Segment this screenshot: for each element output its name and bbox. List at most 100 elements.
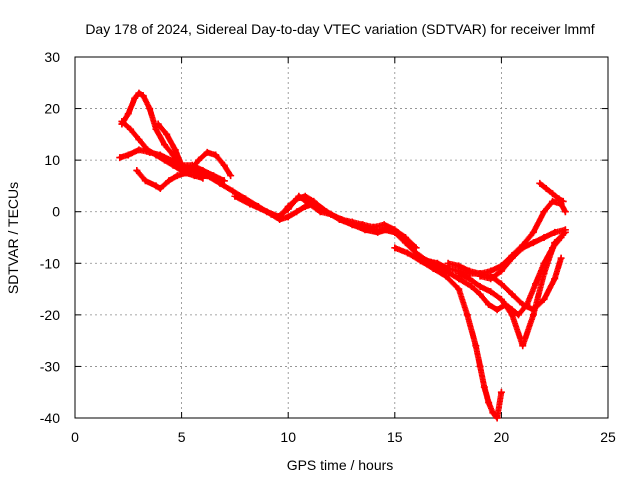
data-point bbox=[412, 249, 420, 257]
data-point bbox=[327, 210, 335, 218]
data-point bbox=[146, 148, 154, 156]
data-point bbox=[519, 342, 527, 350]
data-point bbox=[391, 244, 399, 252]
y-tick-label: -30 bbox=[40, 358, 60, 374]
data-point bbox=[359, 223, 367, 231]
y-axis: -40 -30 -20 -10 0 10 20 30 bbox=[40, 49, 608, 426]
data-point bbox=[338, 215, 345, 223]
data-point bbox=[156, 185, 164, 193]
data-point bbox=[465, 267, 473, 275]
y-tick-label: -20 bbox=[40, 307, 60, 323]
data-point bbox=[146, 105, 154, 113]
data-point bbox=[203, 148, 211, 156]
y-tick-label: 30 bbox=[44, 49, 60, 65]
data-point bbox=[463, 311, 471, 319]
data-point bbox=[229, 187, 237, 195]
data-point bbox=[316, 208, 324, 216]
series-7 bbox=[231, 192, 416, 249]
data-point bbox=[487, 267, 495, 275]
data-points bbox=[116, 89, 569, 422]
data-point bbox=[220, 161, 228, 169]
plot-frame bbox=[74, 56, 609, 419]
data-point bbox=[274, 213, 282, 221]
data-point bbox=[195, 156, 203, 164]
y-tick-label: 10 bbox=[44, 152, 60, 168]
data-point bbox=[455, 262, 463, 270]
x-tick-label: 5 bbox=[178, 429, 186, 445]
data-point bbox=[557, 254, 565, 262]
data-point bbox=[476, 290, 484, 298]
data-point bbox=[455, 270, 463, 278]
data-point bbox=[529, 239, 537, 247]
data-point bbox=[301, 203, 309, 211]
data-point bbox=[472, 342, 480, 350]
data-point bbox=[514, 311, 522, 319]
data-point bbox=[306, 200, 314, 208]
data-point bbox=[135, 136, 143, 144]
data-point bbox=[442, 267, 450, 275]
data-point bbox=[487, 275, 495, 283]
data-point bbox=[519, 244, 527, 252]
data-point bbox=[485, 301, 493, 309]
data-point bbox=[536, 179, 544, 187]
series-11 bbox=[444, 197, 569, 278]
data-point bbox=[284, 205, 292, 213]
data-point bbox=[246, 200, 254, 208]
data-point bbox=[549, 190, 557, 198]
x-axis-title: GPS time / hours bbox=[287, 457, 394, 473]
data-point bbox=[480, 383, 488, 391]
x-axis: 0 5 10 15 20 25 bbox=[71, 57, 616, 445]
x-tick-label: 25 bbox=[600, 429, 616, 445]
data-point bbox=[369, 226, 377, 234]
y-tick-label: 0 bbox=[52, 204, 60, 220]
data-point bbox=[508, 254, 516, 262]
data-point bbox=[551, 228, 559, 236]
y-tick-label: 20 bbox=[44, 101, 60, 117]
data-point bbox=[154, 120, 162, 128]
data-point bbox=[391, 228, 399, 236]
data-point bbox=[293, 208, 301, 216]
y-tick-label: -40 bbox=[40, 410, 60, 426]
data-point bbox=[173, 172, 181, 180]
data-point bbox=[135, 146, 143, 154]
data-point bbox=[133, 166, 141, 174]
data-point bbox=[508, 290, 516, 298]
data-point bbox=[118, 117, 126, 125]
x-tick-label: 15 bbox=[387, 429, 403, 445]
data-point bbox=[465, 275, 473, 283]
data-point bbox=[163, 130, 171, 138]
data-point bbox=[540, 295, 548, 303]
data-point bbox=[165, 177, 173, 185]
data-point bbox=[178, 161, 186, 169]
data-point bbox=[135, 89, 143, 97]
x-tick-label: 20 bbox=[494, 429, 510, 445]
data-point bbox=[156, 151, 164, 159]
data-point bbox=[487, 288, 495, 296]
data-point bbox=[167, 156, 175, 164]
y-axis-title: SDTVAR / TECUs bbox=[5, 182, 21, 294]
data-point bbox=[429, 259, 437, 267]
data-point bbox=[444, 259, 452, 267]
data-point bbox=[231, 192, 239, 200]
data-point bbox=[493, 306, 501, 314]
data-point bbox=[124, 110, 132, 118]
data-point bbox=[561, 208, 569, 216]
data-point bbox=[161, 141, 169, 149]
data-point bbox=[284, 213, 292, 221]
data-point bbox=[476, 272, 484, 280]
data-point bbox=[497, 295, 505, 303]
data-point bbox=[540, 208, 548, 216]
data-point bbox=[295, 192, 303, 200]
series-8 bbox=[274, 192, 565, 314]
data-point bbox=[152, 182, 160, 190]
data-point bbox=[523, 301, 531, 309]
series-13 bbox=[476, 226, 569, 283]
data-point bbox=[263, 208, 271, 216]
chart-title: Day 178 of 2024, Sidereal Day-to-day VTE… bbox=[85, 21, 594, 37]
series-14 bbox=[536, 179, 567, 205]
data-point bbox=[549, 197, 557, 205]
data-point bbox=[555, 195, 563, 203]
data-point bbox=[551, 275, 559, 283]
data-point bbox=[529, 311, 537, 319]
